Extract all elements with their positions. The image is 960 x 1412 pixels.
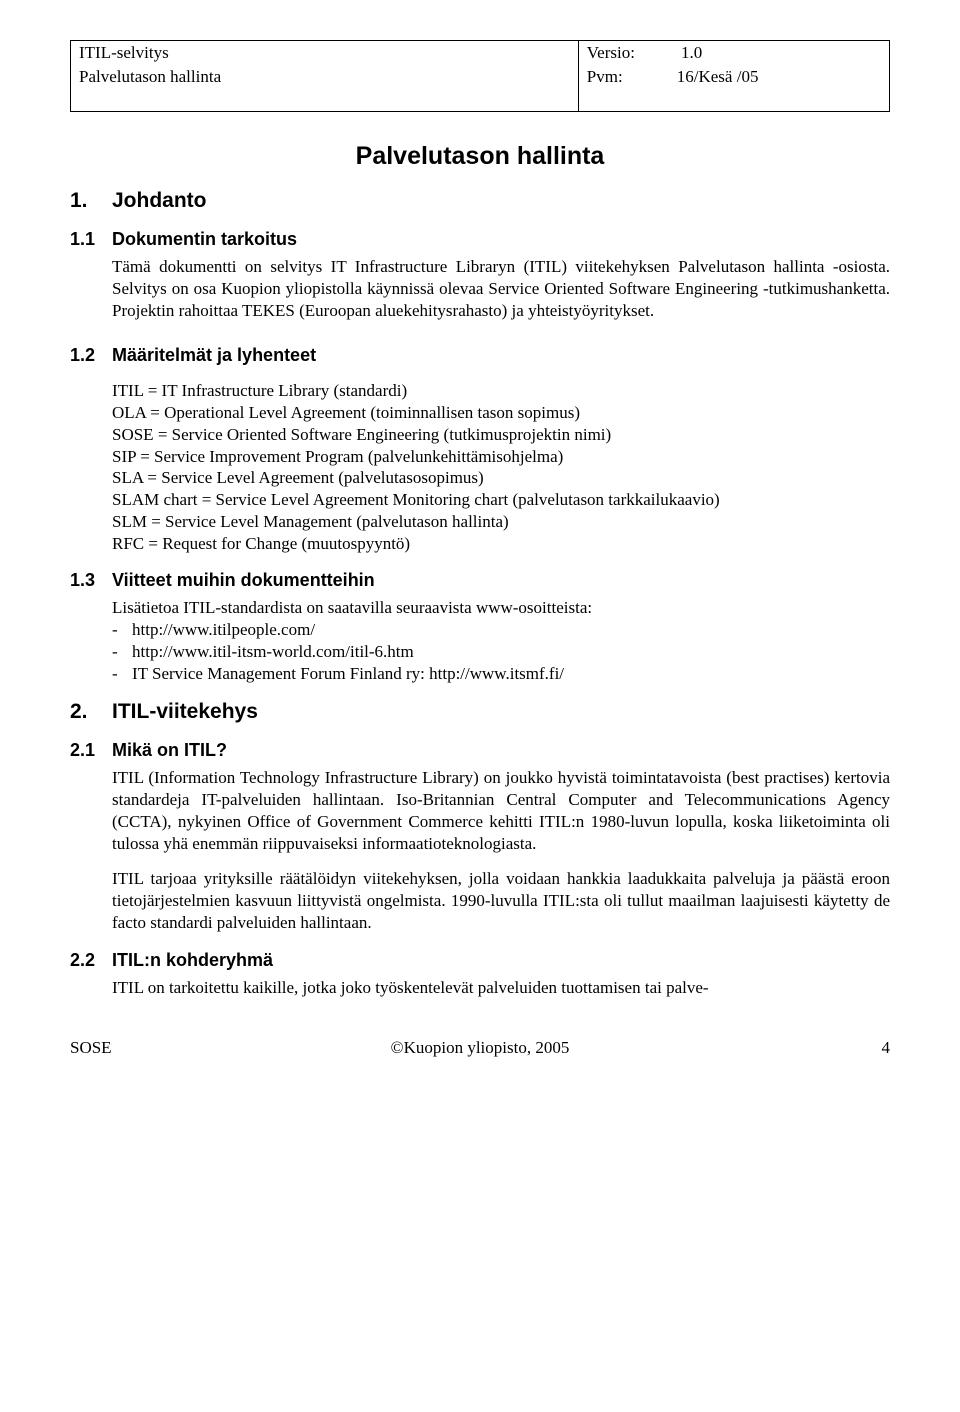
references-intro: Lisätietoa ITIL-standardista on saatavil… xyxy=(112,597,890,619)
heading-number: 1.2 xyxy=(70,345,112,366)
footer-center: ©Kuopion yliopisto, 2005 xyxy=(190,1038,770,1058)
header-subtitle: Palvelutason hallinta xyxy=(71,65,579,89)
definition-item: SLA = Service Level Agreement (palveluta… xyxy=(112,467,890,489)
definition-item: ITIL = IT Infrastructure Library (standa… xyxy=(112,380,890,402)
heading-number: 1.1 xyxy=(70,229,112,250)
heading-1-3: 1.3Viitteet muihin dokumentteihin xyxy=(70,570,890,591)
paragraph-2-2: ITIL on tarkoitettu kaikille, jotka joko… xyxy=(112,977,890,999)
heading-1-2: 1.2Määritelmät ja lyhenteet xyxy=(70,345,890,366)
footer-left: SOSE xyxy=(70,1038,190,1058)
heading-1-1: 1.1Dokumentin tarkoitus xyxy=(70,229,890,250)
definition-item: SLAM chart = Service Level Agreement Mon… xyxy=(112,489,890,511)
version-label: Versio: xyxy=(587,43,677,63)
reference-item: -IT Service Management Forum Finland ry:… xyxy=(112,663,890,685)
heading-2-1: 2.1Mikä on ITIL? xyxy=(70,740,890,761)
heading-label: Mikä on ITIL? xyxy=(112,740,227,760)
references-list: Lisätietoa ITIL-standardista on saatavil… xyxy=(112,597,890,684)
reference-item: -http://www.itil-itsm-world.com/itil-6.h… xyxy=(112,641,890,663)
paragraph-2-1-a: ITIL (Information Technology Infrastruct… xyxy=(112,767,890,854)
page-title: Palvelutason hallinta xyxy=(70,142,890,171)
reference-item: -http://www.itilpeople.com/ xyxy=(112,619,890,641)
heading-1-johdanto: 1.Johdanto xyxy=(70,189,890,213)
heading-number: 2.1 xyxy=(70,740,112,761)
dash-icon: - xyxy=(112,641,132,663)
date-label: Pvm: xyxy=(587,67,677,87)
dash-icon: - xyxy=(112,619,132,641)
version-value: 1.0 xyxy=(681,43,702,62)
heading-number: 2.2 xyxy=(70,950,112,971)
header-empty-right xyxy=(578,89,889,112)
heading-label: Johdanto xyxy=(112,189,207,212)
definition-item: RFC = Request for Change (muutospyyntö) xyxy=(112,533,890,555)
definitions-list: ITIL = IT Infrastructure Library (standa… xyxy=(112,380,890,554)
date-value: 16/Kesä /05 xyxy=(677,67,759,86)
footer-page-number: 4 xyxy=(770,1038,890,1058)
definition-item: SIP = Service Improvement Program (palve… xyxy=(112,446,890,468)
document-header: ITIL-selvitys Versio: 1.0 Palvelutason h… xyxy=(70,40,890,112)
page-footer: SOSE ©Kuopion yliopisto, 2005 4 xyxy=(70,1038,890,1058)
heading-label: Dokumentin tarkoitus xyxy=(112,229,297,249)
dash-icon: - xyxy=(112,663,132,685)
reference-text: http://www.itilpeople.com/ xyxy=(132,620,315,639)
header-doc-type: ITIL-selvitys xyxy=(71,41,579,66)
heading-label: ITIL:n kohderyhmä xyxy=(112,950,273,970)
heading-label: Määritelmät ja lyhenteet xyxy=(112,345,316,365)
heading-number: 2. xyxy=(70,700,112,724)
heading-label: ITIL-viitekehys xyxy=(112,700,258,723)
definition-item: SOSE = Service Oriented Software Enginee… xyxy=(112,424,890,446)
reference-text: IT Service Management Forum Finland ry: … xyxy=(132,664,564,683)
heading-label: Viitteet muihin dokumentteihin xyxy=(112,570,375,590)
definition-item: SLM = Service Level Management (palvelut… xyxy=(112,511,890,533)
paragraph-1-1: Tämä dokumentti on selvitys IT Infrastru… xyxy=(112,256,890,321)
header-version: Versio: 1.0 xyxy=(578,41,889,66)
definition-item: OLA = Operational Level Agreement (toimi… xyxy=(112,402,890,424)
heading-number: 1.3 xyxy=(70,570,112,591)
header-empty-left xyxy=(71,89,579,112)
heading-number: 1. xyxy=(70,189,112,213)
header-date: Pvm:16/Kesä /05 xyxy=(578,65,889,89)
heading-2-2: 2.2ITIL:n kohderyhmä xyxy=(70,950,890,971)
reference-text: http://www.itil-itsm-world.com/itil-6.ht… xyxy=(132,642,414,661)
paragraph-2-1-b: ITIL tarjoaa yrityksille räätälöidyn vii… xyxy=(112,868,890,933)
heading-2-itil: 2.ITIL-viitekehys xyxy=(70,700,890,724)
